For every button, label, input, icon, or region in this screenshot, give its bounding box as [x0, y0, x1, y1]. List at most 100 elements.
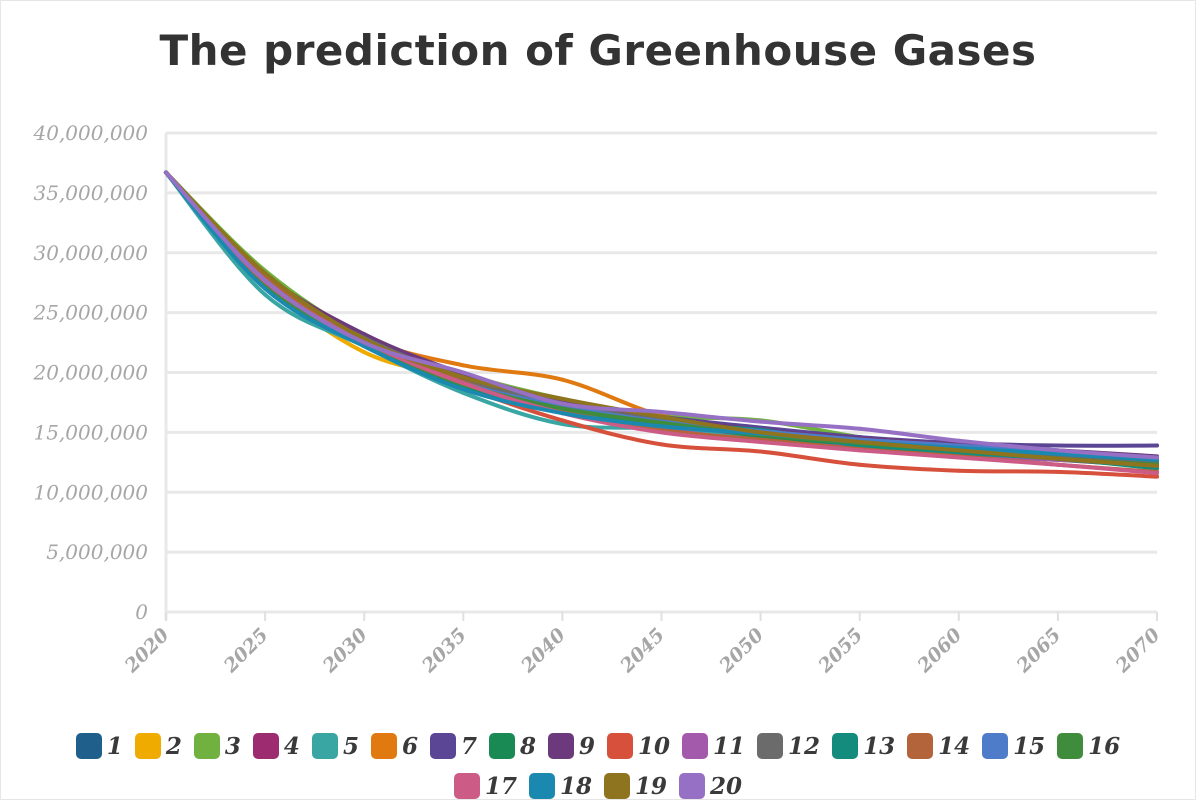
data-point: [1055, 456, 1060, 461]
legend-swatch: [252, 733, 279, 759]
legend-row: 17 18 19 20: [0, 766, 1196, 806]
data-point: [659, 442, 664, 447]
legend-item[interactable]: 16: [1057, 733, 1120, 760]
data-point: [659, 410, 664, 415]
x-tick-label: 2070: [1111, 624, 1165, 678]
data-point: [263, 271, 268, 276]
data-point: [659, 430, 664, 435]
x-tick-label: 2020: [120, 624, 174, 678]
legend-label: 4: [283, 732, 300, 760]
data-point: [560, 401, 565, 406]
x-tick-label: 2040: [516, 624, 570, 678]
data-point: [758, 449, 763, 454]
legend-item[interactable]: 10: [607, 733, 670, 760]
data-point: [956, 438, 961, 443]
y-tick-label: 35,000,000: [33, 181, 148, 205]
data-point: [461, 387, 466, 392]
x-tick-label: 2050: [714, 624, 768, 678]
legend-item[interactable]: 1: [75, 733, 123, 760]
data-point: [560, 377, 565, 382]
data-point: [560, 406, 565, 411]
data-point: [1155, 455, 1159, 460]
chart-title: The prediction of Greenhouse Gases: [159, 26, 1037, 75]
legend-swatch: [193, 733, 220, 759]
legend-label: 10: [638, 732, 671, 760]
legend-label: 19: [635, 772, 668, 800]
legend-swatch: [982, 733, 1009, 759]
series-20: [164, 170, 1159, 460]
y-tick-label: 25,000,000: [32, 301, 148, 325]
legend-label: 7: [460, 732, 477, 760]
legend-label: 3: [224, 732, 241, 760]
legend-item[interactable]: 11: [682, 733, 745, 760]
legend-label: 6: [401, 732, 418, 760]
legend-row: 1 2 3 4 5 6 7 8 9 10 11 12 13 14 15 16: [0, 726, 1196, 766]
legend-item[interactable]: 18: [528, 772, 592, 800]
legend-label: 20: [710, 772, 743, 800]
data-point: [1155, 463, 1159, 468]
data-point: [659, 420, 664, 425]
series-lines: [164, 170, 1159, 479]
legend-label: 12: [788, 732, 821, 760]
data-point: [1055, 462, 1060, 467]
legend-swatch: [488, 733, 515, 759]
y-tick-label: 30,000,000: [33, 241, 148, 265]
legend-item[interactable]: 3: [193, 732, 241, 760]
legend-label: 5: [342, 732, 359, 760]
legend-swatch: [370, 733, 397, 759]
series-line: [164, 170, 1159, 462]
legend-item[interactable]: 7: [429, 732, 477, 760]
legend-item[interactable]: 4: [252, 732, 300, 760]
x-tick-label: 2065: [1012, 624, 1066, 678]
legend-item[interactable]: 20: [679, 773, 742, 800]
data-point: [659, 414, 664, 419]
legend-item[interactable]: 8: [488, 732, 536, 760]
data-point: [560, 421, 565, 426]
legend-item[interactable]: 14: [907, 733, 970, 760]
x-tick-label: 2035: [417, 624, 471, 678]
y-tick-label: 15,000,000: [33, 420, 148, 444]
legend-item[interactable]: 17: [453, 772, 517, 800]
data-point: [560, 418, 565, 423]
x-axis: 2020 2025 2030 2035 2040 2045 2050 2055 2060 2065…: [120, 133, 1165, 678]
y-tick-label: 10,000,000: [33, 480, 148, 504]
data-point: [857, 439, 862, 444]
legend-swatch: [548, 733, 574, 759]
data-point: [857, 448, 862, 453]
legend-swatch: [528, 773, 555, 799]
x-tick-label: 2060: [913, 624, 967, 678]
data-point: [758, 419, 763, 424]
legend-item[interactable]: 19: [604, 773, 667, 800]
legend-label: 16: [1088, 732, 1121, 760]
legend-swatch: [311, 733, 338, 759]
legend-item[interactable]: 2: [134, 732, 182, 760]
data-point: [164, 170, 168, 175]
legend-label: 9: [579, 732, 596, 760]
legend-label: 8: [519, 732, 536, 760]
data-point: [1055, 469, 1060, 474]
legend-item[interactable]: 12: [757, 733, 820, 760]
data-point: [461, 390, 466, 395]
data-point: [362, 340, 367, 345]
legend-swatch: [453, 773, 480, 799]
legend-swatch: [832, 733, 859, 759]
legend: 1 2 3 4 5 6 7 8 9 10 11 12 13 14 15 16 17 18 19 20: [0, 726, 1196, 806]
data-point: [956, 448, 961, 453]
data-point: [263, 286, 268, 291]
series-line: [164, 170, 1159, 460]
data-point: [461, 375, 466, 380]
legend-label: 11: [713, 732, 746, 760]
legend-label: 2: [165, 732, 182, 760]
legend-label: 17: [484, 772, 517, 800]
legend-item[interactable]: 5: [311, 732, 359, 760]
legend-label: 18: [559, 772, 592, 800]
data-point: [263, 292, 268, 297]
legend-item[interactable]: 15: [982, 733, 1045, 760]
legend-item[interactable]: 9: [548, 733, 595, 760]
legend-swatch: [1057, 733, 1084, 759]
legend-item[interactable]: 6: [370, 732, 418, 760]
data-point: [1155, 443, 1159, 448]
legend-item[interactable]: 13: [832, 733, 895, 760]
legend-swatch: [607, 733, 634, 759]
